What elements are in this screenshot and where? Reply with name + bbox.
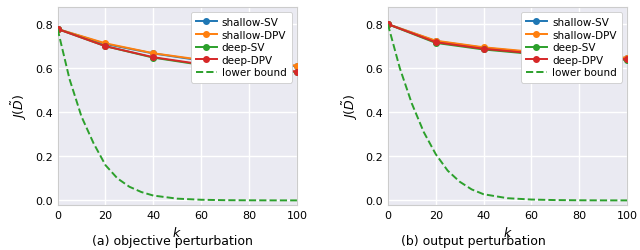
deep-SV bbox=[432, 42, 440, 45]
lower bound bbox=[575, 199, 583, 202]
shallow-DPV bbox=[197, 59, 205, 62]
deep-DPV bbox=[623, 59, 631, 62]
deep-DPV bbox=[197, 64, 205, 66]
lower bound bbox=[197, 198, 205, 202]
Legend: shallow-SV, shallow-DPV, deep-SV, deep-DPV, lower bound: shallow-SV, shallow-DPV, deep-SV, deep-D… bbox=[521, 13, 622, 83]
shallow-SV bbox=[54, 28, 61, 32]
lower bound bbox=[444, 170, 452, 172]
lower bound bbox=[113, 177, 121, 180]
shallow-SV bbox=[293, 65, 301, 68]
Text: (b) output perturbation: (b) output perturbation bbox=[401, 234, 546, 248]
shallow-DPV bbox=[293, 65, 301, 68]
lower bound bbox=[623, 199, 631, 202]
shallow-SV bbox=[102, 43, 109, 46]
deep-SV bbox=[575, 58, 583, 60]
deep-SV bbox=[623, 59, 631, 62]
shallow-DPV bbox=[384, 24, 392, 26]
lower bound bbox=[125, 186, 133, 188]
deep-DPV bbox=[527, 52, 535, 56]
deep-SV bbox=[527, 53, 535, 56]
Line: deep-DPV: deep-DPV bbox=[55, 27, 300, 75]
lower bound bbox=[456, 180, 463, 184]
shallow-SV bbox=[197, 60, 205, 63]
shallow-DPV bbox=[575, 55, 583, 58]
Line: shallow-SV: shallow-SV bbox=[385, 22, 630, 62]
lower bound bbox=[480, 193, 488, 196]
lower bound bbox=[432, 153, 440, 156]
deep-SV bbox=[150, 57, 157, 60]
lower bound bbox=[293, 199, 301, 202]
Line: shallow-DPV: shallow-DPV bbox=[385, 22, 630, 61]
shallow-DPV bbox=[54, 28, 61, 32]
shallow-SV bbox=[623, 58, 631, 60]
shallow-DPV bbox=[102, 43, 109, 46]
Y-axis label: $J(\tilde{D})$: $J(\tilde{D})$ bbox=[10, 93, 29, 119]
shallow-DPV bbox=[527, 51, 535, 54]
lower bound bbox=[66, 78, 74, 82]
shallow-DPV bbox=[480, 46, 488, 50]
shallow-DPV bbox=[432, 40, 440, 43]
Line: deep-DPV: deep-DPV bbox=[385, 22, 630, 63]
deep-DPV bbox=[245, 68, 253, 70]
lower bound bbox=[468, 188, 476, 191]
deep-DPV bbox=[432, 42, 440, 44]
deep-DPV bbox=[384, 24, 392, 26]
lower bound bbox=[269, 199, 277, 202]
lower bound bbox=[221, 199, 229, 202]
lower bound bbox=[384, 24, 392, 26]
lower bound bbox=[408, 102, 415, 106]
lower bound bbox=[504, 197, 511, 200]
lower bound bbox=[90, 142, 97, 145]
Text: (a) objective perturbation: (a) objective perturbation bbox=[92, 234, 253, 248]
lower bound bbox=[600, 199, 607, 202]
deep-SV bbox=[245, 68, 253, 71]
X-axis label: $k$: $k$ bbox=[502, 225, 513, 239]
shallow-SV bbox=[575, 56, 583, 59]
lower bound bbox=[245, 199, 253, 202]
shallow-SV bbox=[245, 62, 253, 66]
deep-SV bbox=[54, 28, 61, 32]
Line: lower bound: lower bound bbox=[388, 25, 627, 201]
lower bound bbox=[77, 116, 85, 119]
Line: lower bound: lower bound bbox=[58, 30, 297, 200]
deep-SV bbox=[197, 64, 205, 67]
X-axis label: $k$: $k$ bbox=[172, 225, 182, 239]
shallow-DPV bbox=[245, 62, 253, 65]
shallow-SV bbox=[384, 24, 392, 26]
Line: shallow-DPV: shallow-DPV bbox=[55, 27, 300, 69]
shallow-SV bbox=[480, 47, 488, 50]
lower bound bbox=[102, 164, 109, 167]
deep-SV bbox=[293, 71, 301, 74]
lower bound bbox=[527, 198, 535, 201]
shallow-DPV bbox=[150, 52, 157, 56]
shallow-SV bbox=[150, 53, 157, 56]
deep-DPV bbox=[150, 56, 157, 59]
lower bound bbox=[420, 131, 428, 134]
lower bound bbox=[138, 191, 145, 194]
lower bound bbox=[396, 68, 404, 70]
lower bound bbox=[150, 194, 157, 197]
Y-axis label: $J(\tilde{D})$: $J(\tilde{D})$ bbox=[340, 93, 360, 119]
Legend: shallow-SV, shallow-DPV, deep-SV, deep-DPV, lower bound: shallow-SV, shallow-DPV, deep-SV, deep-D… bbox=[191, 13, 292, 83]
deep-DPV bbox=[575, 57, 583, 60]
Line: deep-SV: deep-SV bbox=[55, 27, 300, 76]
shallow-SV bbox=[432, 40, 440, 43]
deep-SV bbox=[384, 24, 392, 26]
Line: shallow-SV: shallow-SV bbox=[55, 27, 300, 70]
shallow-DPV bbox=[623, 57, 631, 60]
deep-DPV bbox=[480, 48, 488, 51]
shallow-SV bbox=[527, 52, 535, 55]
Line: deep-SV: deep-SV bbox=[385, 22, 630, 63]
deep-DPV bbox=[102, 46, 109, 48]
lower bound bbox=[552, 199, 559, 202]
deep-DPV bbox=[293, 71, 301, 74]
lower bound bbox=[54, 28, 61, 32]
deep-DPV bbox=[54, 28, 61, 32]
lower bound bbox=[173, 197, 181, 200]
deep-SV bbox=[480, 49, 488, 52]
deep-SV bbox=[102, 46, 109, 48]
